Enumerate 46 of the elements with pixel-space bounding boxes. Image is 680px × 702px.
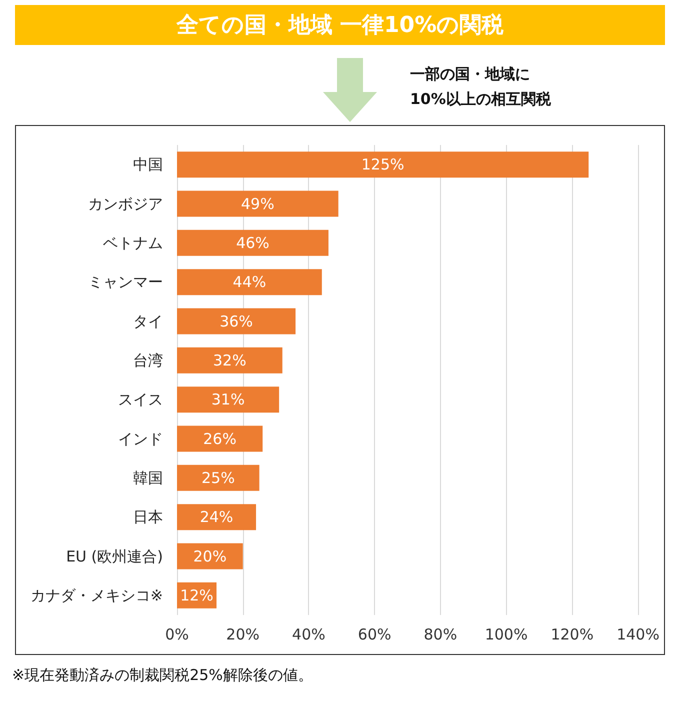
bar <box>177 426 263 452</box>
x-tick-label: 140% <box>616 626 660 644</box>
y-tick-label: カナダ・メキシコ※ <box>30 586 163 604</box>
x-tick-label: 120% <box>550 626 594 644</box>
x-tick-label: 40% <box>292 626 326 644</box>
bar <box>177 269 322 296</box>
chart-title: 全ての国・地域 一律10%の関税 <box>15 5 665 45</box>
data-label: 24% <box>200 508 234 526</box>
bar <box>177 543 243 570</box>
data-label: 32% <box>213 351 246 370</box>
y-tick-label: ミャンマー <box>88 273 163 292</box>
y-tick-label: 日本 <box>133 508 163 526</box>
y-tick-label: ベトナム <box>103 234 163 252</box>
y-tick-label: EU (欧州連合) <box>66 547 163 566</box>
bar <box>177 347 282 374</box>
y-tick-label: 韓国 <box>133 468 163 487</box>
bar <box>177 230 328 256</box>
data-label: 12% <box>180 586 214 604</box>
text: ※現在発動済みの制裁関税25%解除後の値。 <box>12 666 313 685</box>
data-label: 20% <box>193 547 227 566</box>
data-label: 125% <box>361 156 404 174</box>
data-label: 46% <box>236 234 270 252</box>
x-tick-label: 60% <box>358 626 392 644</box>
bar <box>177 190 338 217</box>
text: 一部の国・地域に 10%以上の相互関税 <box>410 64 551 110</box>
data-label: 25% <box>201 468 235 487</box>
bar <box>177 464 260 491</box>
y-tick-label: カンボジア <box>88 194 163 213</box>
x-tick-label: 100% <box>484 626 528 644</box>
bar <box>177 152 589 178</box>
y-tick-label: インド <box>118 430 163 448</box>
x-tick-label: 20% <box>226 626 260 644</box>
bar <box>177 504 256 530</box>
x-tick-label: 80% <box>424 626 458 644</box>
bar <box>177 386 280 413</box>
data-label: 31% <box>211 390 245 409</box>
y-tick-label: 中国 <box>133 156 163 174</box>
x-tick-label: 0% <box>165 626 189 644</box>
y-tick-label: タイ <box>133 312 163 330</box>
data-label: 36% <box>220 312 253 330</box>
bar <box>177 308 296 334</box>
data-label: 26% <box>203 430 236 448</box>
data-label: 49% <box>241 194 274 213</box>
y-tick-label: スイス <box>118 390 163 409</box>
data-label: 44% <box>232 273 266 292</box>
y-tick-label: 台湾 <box>133 351 163 370</box>
